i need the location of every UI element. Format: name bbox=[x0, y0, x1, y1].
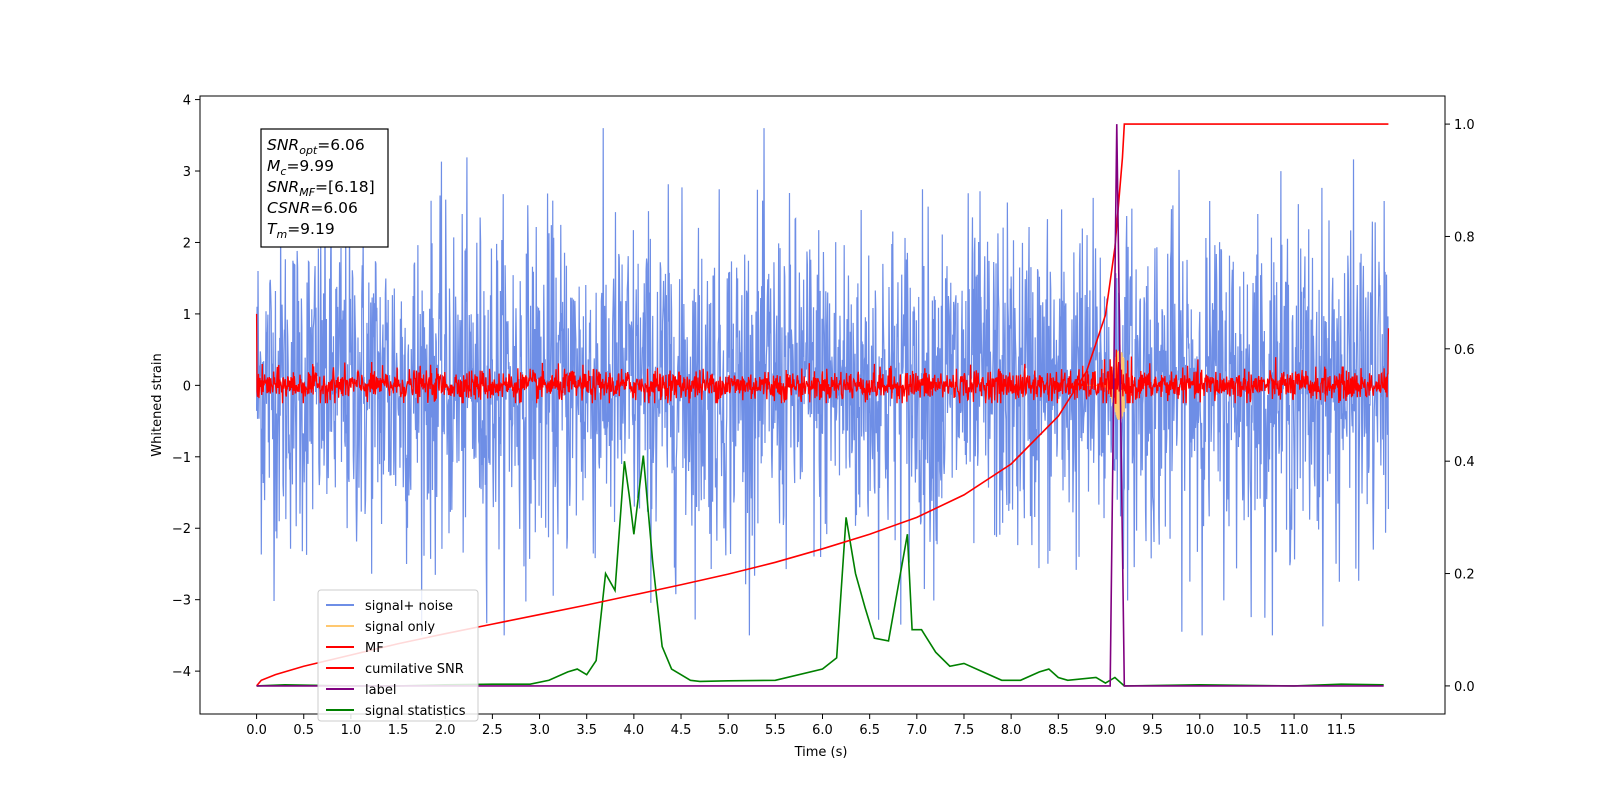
x-tick-label: 2.5 bbox=[482, 723, 503, 738]
legend-label: signal+ noise bbox=[365, 599, 453, 614]
x-tick-label: 5.0 bbox=[718, 723, 739, 738]
x-tick-label: 9.0 bbox=[1095, 723, 1116, 738]
y-tick-label: 1 bbox=[183, 308, 191, 323]
x-tick-label: 0.0 bbox=[246, 723, 267, 738]
y2-tick-label: 0.6 bbox=[1454, 343, 1475, 358]
y2-tick-label: 0.8 bbox=[1454, 230, 1475, 245]
y2-tick-label: 1.0 bbox=[1454, 118, 1475, 133]
series-label bbox=[256, 124, 1384, 687]
x-tick-label: 6.5 bbox=[859, 723, 880, 738]
info-line: SNRopt=6.06 bbox=[267, 136, 365, 157]
info-line: Tm=9.19 bbox=[267, 220, 335, 241]
x-tick-label: 11.5 bbox=[1327, 723, 1356, 738]
x-tick-label: 2.0 bbox=[435, 723, 456, 738]
axes: 0.0 0.5 1.0 1.5 2.0 2.5 3.0 3.5 4.0 4.5 5.0 5.5 6.0 6… bbox=[172, 94, 1475, 738]
info-line: CSNR=6.06 bbox=[267, 199, 358, 217]
y-tick-label: 2 bbox=[183, 236, 191, 251]
legend-label: signal only bbox=[365, 620, 435, 635]
x-tick-label: 5.5 bbox=[765, 723, 786, 738]
y-tick-label: −1 bbox=[172, 451, 191, 466]
series-mf bbox=[255, 313, 1390, 404]
info-box-frame bbox=[260, 128, 389, 248]
x-axis-label: Time (s) bbox=[794, 745, 848, 760]
x-tick-label: 3.0 bbox=[529, 723, 550, 738]
legend: signal+ noise signal only MF cumilative SNR… bbox=[317, 589, 479, 722]
x-tick-label: 6.0 bbox=[812, 723, 833, 738]
x-tick-label: 1.5 bbox=[388, 723, 409, 738]
x-tick-label: 0.5 bbox=[293, 723, 314, 738]
x-tick-label: 7.5 bbox=[954, 723, 975, 738]
x-tick-label: 4.0 bbox=[624, 723, 645, 738]
y2-tick-label: 0.4 bbox=[1454, 455, 1475, 470]
y-tick-label: 0 bbox=[183, 379, 191, 394]
info-line: Mc=9.99 bbox=[267, 157, 334, 178]
x-tick-label: 1.0 bbox=[341, 723, 362, 738]
x-tick-label: 11.0 bbox=[1280, 723, 1309, 738]
y-tick-label: 4 bbox=[183, 94, 191, 109]
y-tick-label: −2 bbox=[172, 522, 191, 537]
x-tick-label: 10.5 bbox=[1232, 723, 1261, 738]
x-tick-label: 7.0 bbox=[906, 723, 927, 738]
y-axis-label: Whitened strain bbox=[150, 353, 165, 456]
x-tick-label: 9.5 bbox=[1142, 723, 1163, 738]
legend-frame bbox=[317, 589, 479, 722]
series-signal-statistics bbox=[256, 455, 1384, 687]
y2-tick-label: 0.2 bbox=[1454, 568, 1475, 583]
x-tick-label: 10.0 bbox=[1185, 723, 1214, 738]
x-tick-label: 3.5 bbox=[576, 723, 597, 738]
y-tick-label: 3 bbox=[183, 165, 191, 180]
series-signal-noise bbox=[255, 128, 1390, 636]
legend-label: cumilative SNR bbox=[365, 662, 464, 677]
info-line: SNRMF=[6.18] bbox=[267, 178, 375, 199]
y2-tick-label: 0.0 bbox=[1454, 680, 1475, 695]
y-tick-label: −4 bbox=[172, 665, 191, 680]
y-tick-label: −3 bbox=[172, 594, 191, 609]
x-tick-label: 8.5 bbox=[1048, 723, 1069, 738]
legend-label: MF bbox=[365, 641, 384, 656]
x-tick-label: 8.0 bbox=[1001, 723, 1022, 738]
legend-label: signal statistics bbox=[365, 704, 466, 719]
legend-label: label bbox=[365, 683, 396, 698]
x-tick-label: 4.5 bbox=[671, 723, 692, 738]
